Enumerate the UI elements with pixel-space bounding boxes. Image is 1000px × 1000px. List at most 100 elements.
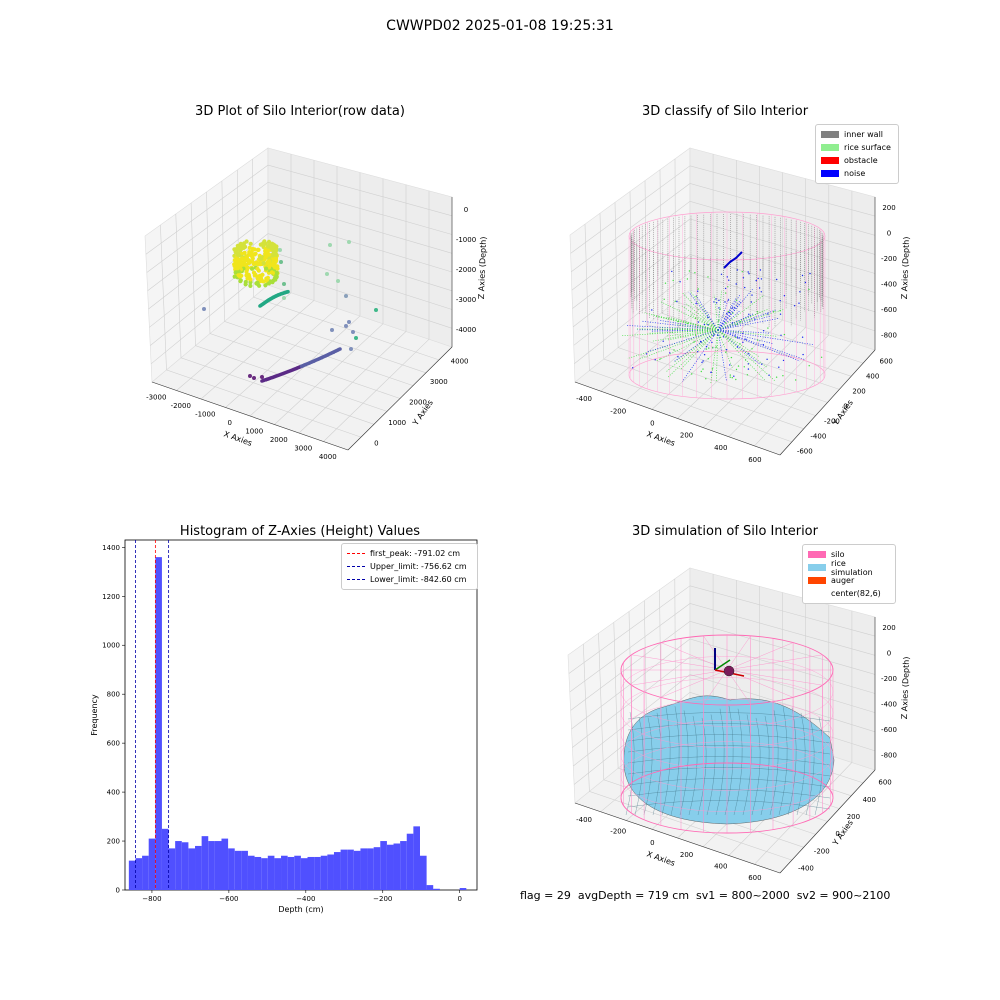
histogram-bar (221, 838, 229, 890)
cls-noise-point (718, 320, 720, 322)
cls-noise-point (780, 334, 782, 336)
cls-noise-point (669, 352, 671, 354)
sim-rice-mesh-line (814, 716, 824, 816)
histogram-bar (155, 557, 162, 890)
sim-grid-line (598, 633, 804, 848)
histogram-bar (135, 858, 143, 890)
cls-noise-point (694, 317, 697, 319)
cls-noise-point (691, 373, 693, 375)
raw-grid-line (160, 224, 362, 438)
sim-rice-mesh-line (778, 706, 788, 816)
cls-noise-point (722, 336, 725, 338)
cls-noise-point (733, 307, 736, 309)
cls-surface-ray (680, 329, 719, 370)
cls-grid-line (573, 254, 876, 346)
cls-noise-point (701, 361, 703, 364)
cls-surface-ray (717, 329, 761, 365)
cls-noise-point (697, 288, 699, 290)
classify-legend: inner wall rice surface obstacle noise (815, 124, 899, 184)
cls-surface-ray (717, 309, 777, 331)
sim-grid-line (572, 656, 876, 748)
raw-point (243, 282, 248, 287)
cls-noise-point (659, 358, 661, 360)
histogram-bar (347, 849, 354, 890)
histogram-bar (459, 888, 467, 890)
histogram-y-tick-label: 1400 (102, 544, 120, 552)
raw-point (247, 274, 252, 279)
raw-panel-title: 3D Plot of Silo Interior(row data) (195, 104, 405, 119)
cls-noise-point (762, 330, 765, 332)
sim-rice-mesh-line (634, 717, 644, 816)
sim-rice-mesh-line (627, 723, 831, 733)
cls-noise-point (645, 353, 648, 355)
sim-rice-mesh-line (679, 710, 689, 816)
cls-grid-line (570, 165, 876, 254)
histogram-y-tick-label: 1000 (102, 642, 120, 650)
cls-noise-point (756, 311, 759, 313)
cls-noise-point (746, 374, 749, 376)
sim-y-axis-line (779, 769, 876, 874)
raw-point (272, 256, 278, 261)
raw-point (241, 245, 246, 250)
cls-noise-point (705, 345, 708, 348)
histogram-bar (360, 848, 368, 890)
cls-noise-point (728, 279, 730, 281)
sim-auger-axis-y (714, 659, 731, 671)
cls-grid-line (572, 218, 876, 309)
cls-noise-point (743, 366, 745, 368)
raw-grid-line (323, 190, 430, 442)
histogram-x-tick-label: −200 (373, 895, 392, 903)
sim-rice-mesh-line (688, 715, 698, 816)
histogram-bar (380, 841, 387, 890)
sim-y-tick-label: -400 (798, 864, 814, 872)
raw-x-tick-label: 3000 (294, 444, 312, 452)
cls-noise-point (744, 359, 747, 361)
cls-noise-point (757, 277, 759, 280)
cls-noise-point (751, 294, 753, 296)
cls-noise-point (697, 290, 699, 292)
cls-surface-ray (665, 329, 719, 373)
cls-noise-point (686, 278, 689, 280)
sim-grid-line (571, 638, 876, 730)
raw-point (272, 264, 278, 270)
raw-point (252, 247, 257, 252)
cls-x-tick-label: 0 (650, 419, 654, 427)
cls-surface-ray (681, 329, 719, 382)
raw-point (234, 263, 239, 268)
cls-y-tick-label: -400 (810, 433, 826, 441)
cls-noise-point (754, 318, 756, 320)
raw-point (267, 258, 272, 264)
cls-noise-point (732, 312, 734, 314)
cls-noise-point (724, 322, 727, 324)
cls-noise-point (632, 367, 634, 369)
histogram-y-tick-label: 400 (107, 789, 120, 797)
sim-rice-mesh-line (627, 756, 831, 766)
histogram-y-tick-label: 0 (116, 887, 120, 895)
cls-noise-point (727, 310, 729, 313)
sim-silo-roof-spoke (631, 654, 728, 671)
cls-noise-point (725, 292, 727, 294)
cls-noise-point (674, 300, 676, 302)
raw-point (267, 252, 272, 257)
sim-silo-roof-spoke (660, 669, 728, 698)
cls-noise-point (739, 321, 742, 323)
raw-3d-plot: -3000 -2000 -1000 0 1000 2000 3000 4000 0 1000 200… (144, 147, 488, 461)
cls-noise-point (760, 291, 762, 293)
cls-surface-ray (717, 298, 729, 331)
cls-noise-point (725, 351, 727, 354)
legend-item-rice-surface: rice surface (821, 141, 893, 154)
figure-title: CWWPD02 2025-01-08 19:25:31 (386, 18, 614, 34)
histogram-x-axis-label: Depth (cm) (278, 905, 323, 914)
histogram-bar (353, 850, 361, 890)
cls-noise-point (651, 309, 653, 311)
sim-z-tick-label: -400 (881, 700, 897, 708)
raw-point (248, 283, 253, 288)
raw-grid-line (249, 172, 361, 417)
legend-item-first-peak: first_peak: -791.02 cm (347, 547, 472, 560)
sim-z-tick-label: -800 (881, 751, 897, 759)
sim-rice-mesh-line (724, 705, 734, 816)
cls-noise-point (782, 375, 784, 377)
histogram-bar (234, 850, 242, 890)
cls-noise-point (748, 353, 750, 355)
cls-noise-point (707, 276, 709, 278)
